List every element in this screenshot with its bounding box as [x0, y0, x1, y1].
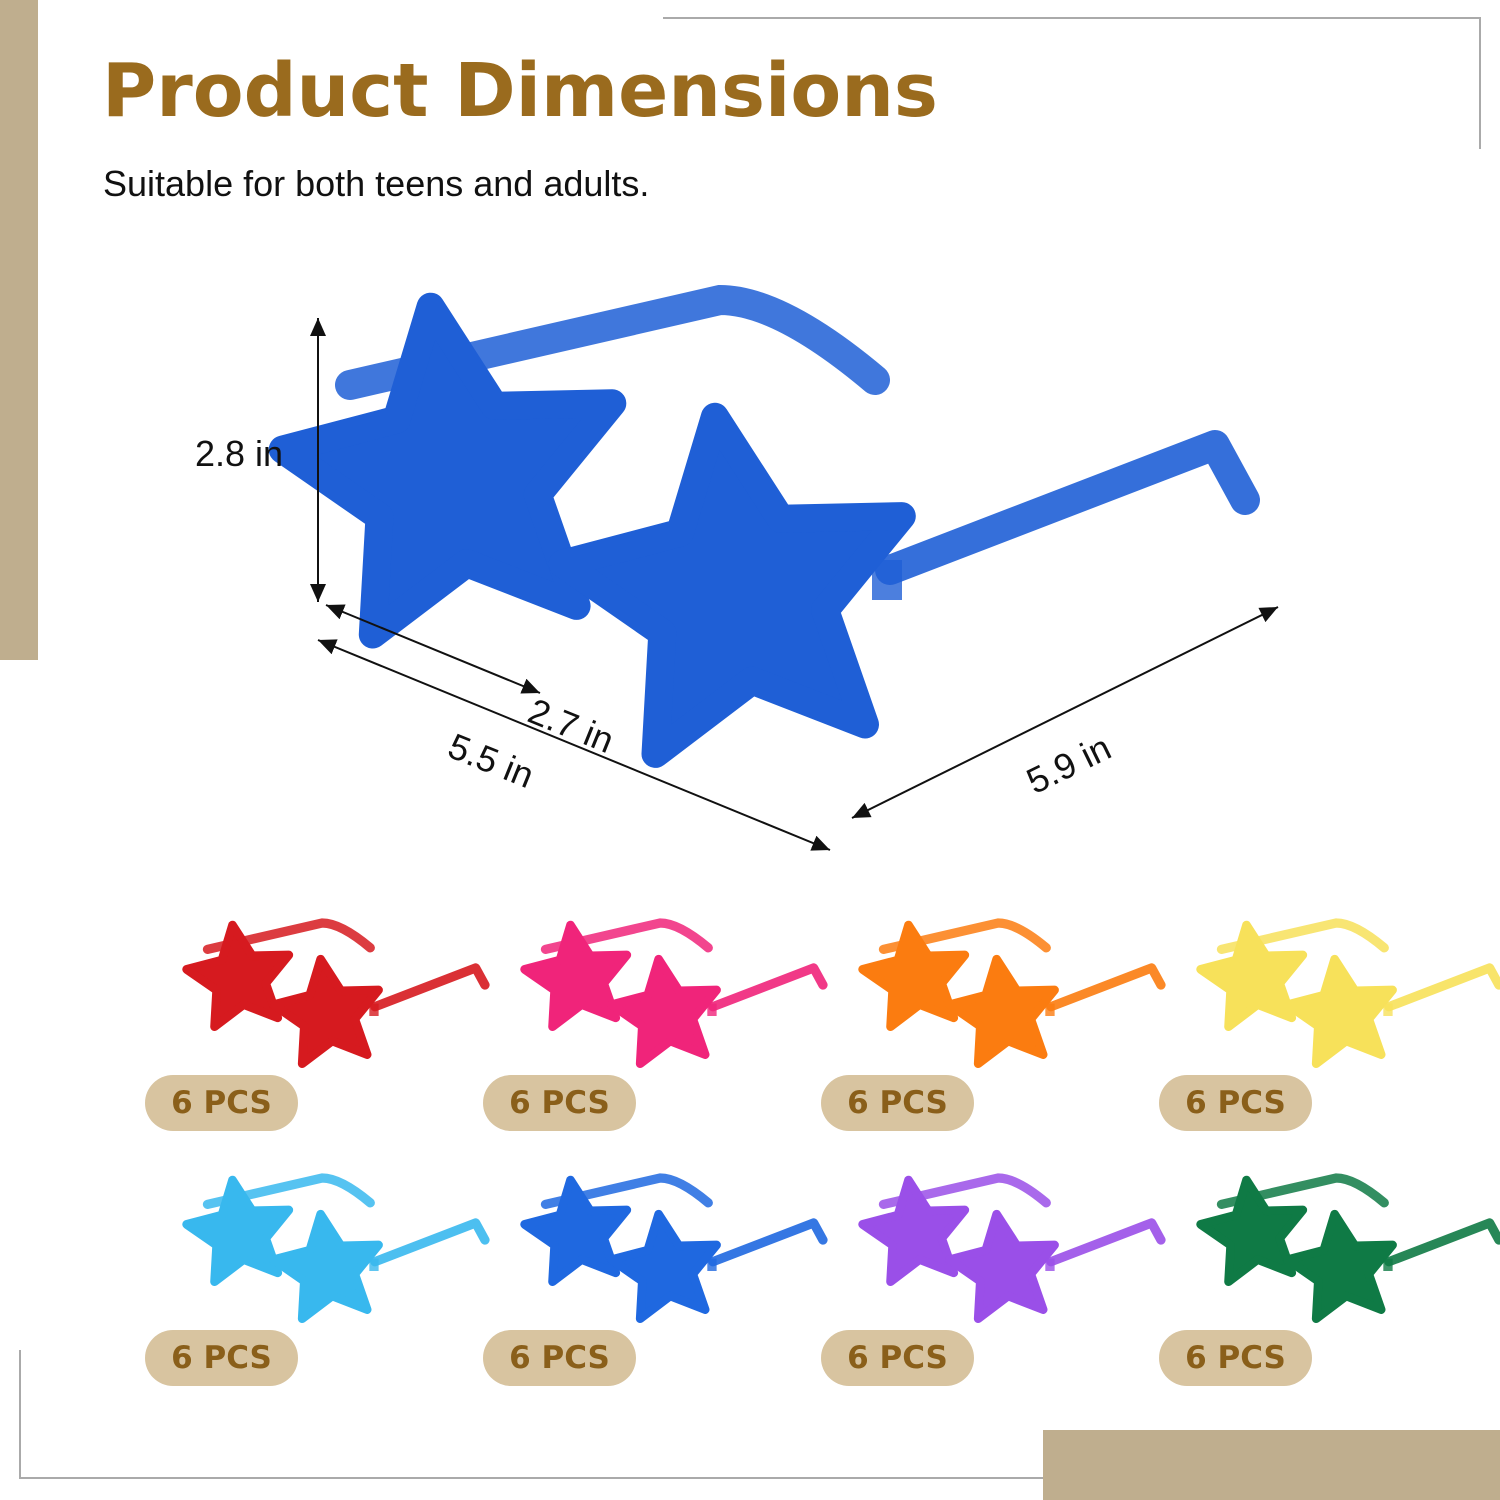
right-star-lens: [945, 954, 1059, 1069]
right-star-lens: [1283, 1209, 1397, 1324]
quantity-badge: 6 PCS: [821, 1075, 974, 1131]
quantity-badge: 6 PCS: [1159, 1330, 1312, 1386]
bottom-frame-line-vertical: [19, 1350, 21, 1479]
right-star-lens: [1283, 954, 1397, 1069]
hinge: [369, 1003, 379, 1016]
right-star-lens: [269, 954, 383, 1069]
variant-star-sunglasses: [1196, 918, 1500, 1069]
temple-arm-back: [540, 1173, 713, 1210]
height-label: 2.8 in: [195, 433, 284, 474]
page-title: Product Dimensions: [102, 48, 938, 134]
lens-width-arrow: [325, 604, 541, 694]
quantity-badge: 6 PCS: [483, 1075, 636, 1131]
left-star-lens: [1196, 920, 1308, 1032]
variant-star-sunglasses: [182, 1173, 490, 1324]
top-frame-line-vertical: [1479, 17, 1481, 149]
left-star-lens: [858, 920, 970, 1032]
left-star-lens: [182, 1175, 294, 1287]
temple-arm-front: [708, 963, 828, 1012]
bottom-frame-line: [19, 1477, 1049, 1479]
temple-arm-front: [1046, 963, 1166, 1012]
temple-arm-back: [1216, 1173, 1389, 1210]
left-star-lens: [520, 1175, 632, 1287]
left-star-lens: [268, 292, 627, 649]
temple-arm-front: [1384, 1218, 1500, 1267]
right-star-lens: [269, 1209, 383, 1324]
top-frame-line: [663, 17, 1481, 19]
hinge: [1045, 1003, 1055, 1016]
temple-arm-front: [875, 430, 1260, 585]
bottom-accent-block: [1043, 1430, 1500, 1500]
variant-star-sunglasses: [858, 1173, 1166, 1324]
hinge: [872, 560, 902, 600]
quantity-badge: 6 PCS: [145, 1330, 298, 1386]
temple-arm-back: [202, 1173, 375, 1210]
left-star-lens: [858, 1175, 970, 1287]
temple-arm-front: [370, 1218, 490, 1267]
hinge: [369, 1258, 379, 1271]
temple-arm-back: [540, 918, 713, 955]
temple-arm-back: [1216, 918, 1389, 955]
variant-star-sunglasses: [520, 918, 828, 1069]
temple-arm-front: [708, 1218, 828, 1267]
temple-arm-front: [1046, 1218, 1166, 1267]
temple-arm-back: [202, 918, 375, 955]
temple-arm-back: [878, 918, 1051, 955]
right-star-lens: [945, 1209, 1059, 1324]
hinge: [1383, 1003, 1393, 1016]
page-subtitle: Suitable for both teens and adults.: [103, 163, 650, 204]
hinge: [707, 1003, 717, 1016]
main-star-sunglasses: [268, 284, 1260, 768]
quantity-badge: 6 PCS: [821, 1330, 974, 1386]
quantity-badge: 6 PCS: [483, 1330, 636, 1386]
temple-length-arrow: [851, 606, 1279, 819]
left-star-lens: [520, 920, 632, 1032]
frame-width-arrow: [317, 639, 831, 851]
left-accent-bar: [0, 0, 38, 660]
variant-star-sunglasses: [520, 1173, 828, 1324]
variant-star-sunglasses: [1196, 1173, 1500, 1324]
quantity-badge: 6 PCS: [1159, 1075, 1312, 1131]
left-star-lens: [182, 920, 294, 1032]
hinge: [1045, 1258, 1055, 1271]
right-star-lens: [607, 1209, 721, 1324]
temple-arm-back: [335, 284, 890, 400]
left-star-lens: [1196, 1175, 1308, 1287]
variant-star-sunglasses: [858, 918, 1166, 1069]
hinge: [1383, 1258, 1393, 1271]
temple-arm-back: [878, 1173, 1051, 1210]
right-star-lens: [548, 402, 916, 768]
temple-arm-front: [370, 963, 490, 1012]
quantity-badge: 6 PCS: [145, 1075, 298, 1131]
right-star-lens: [607, 954, 721, 1069]
hinge: [707, 1258, 717, 1271]
variant-star-sunglasses: [182, 918, 490, 1069]
temple-arm-front: [1384, 963, 1500, 1012]
